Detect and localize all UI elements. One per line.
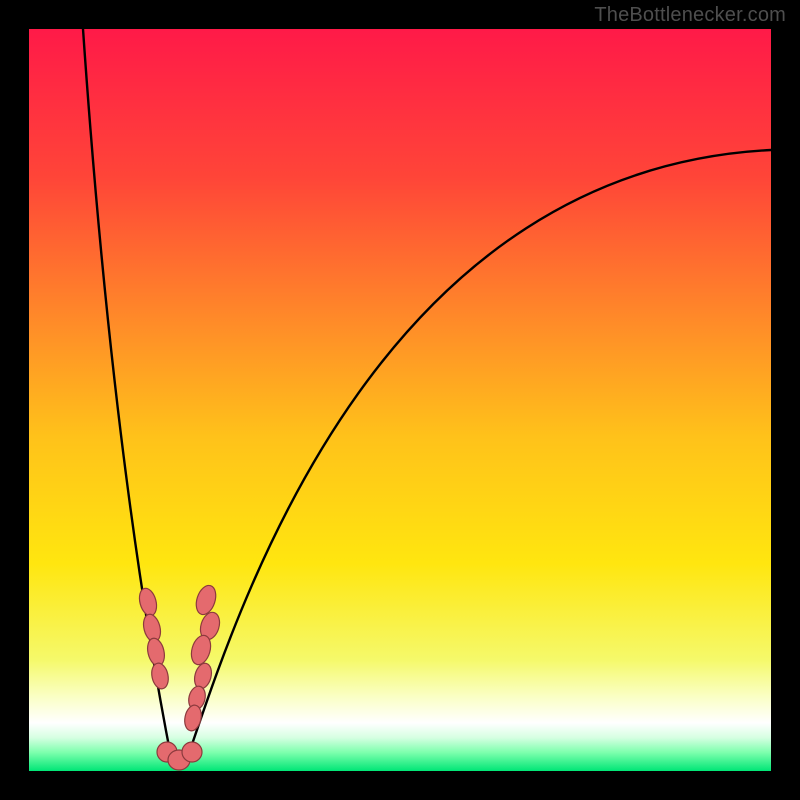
chart-stage: TheBottlenecker.com: [0, 0, 800, 800]
chart-gradient-background: [29, 29, 771, 771]
watermark-text: TheBottlenecker.com: [594, 4, 786, 27]
